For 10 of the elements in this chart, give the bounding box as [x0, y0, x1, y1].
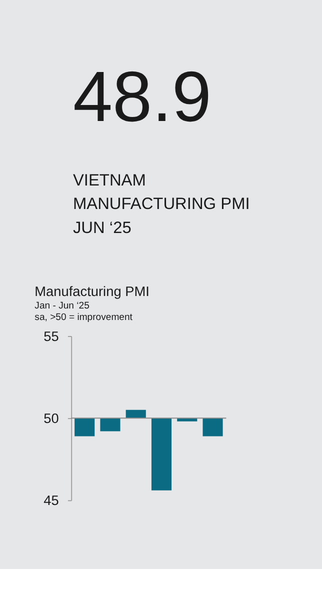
text: VIETNAM	[72, 172, 146, 190]
text: sa, >50 = improvement	[34, 312, 132, 324]
chart-title: Manufacturing PMI	[34, 284, 150, 299]
text: Jan - Jun ‘25	[34, 300, 90, 312]
y-tick-label: 50	[44, 411, 60, 426]
text: 48.9	[72, 58, 212, 137]
text: JUN ‘25	[72, 218, 132, 237]
y-tick-label: 55	[44, 329, 60, 344]
y-tick-label: 45	[44, 493, 60, 508]
text: MANUFACTURING PMI	[72, 195, 250, 214]
